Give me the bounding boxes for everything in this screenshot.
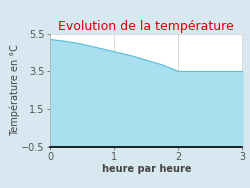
Title: Evolution de la température: Evolution de la température bbox=[58, 20, 234, 33]
X-axis label: heure par heure: heure par heure bbox=[102, 164, 191, 174]
Y-axis label: Température en °C: Température en °C bbox=[9, 44, 20, 136]
